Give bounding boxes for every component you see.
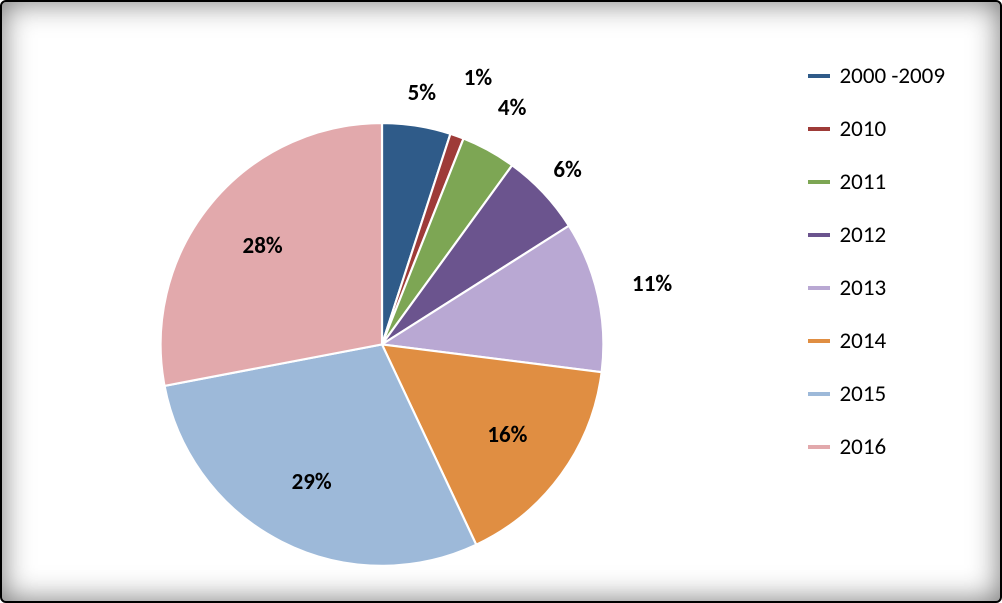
legend-swatch xyxy=(808,286,830,290)
pie-chart: 5%1%4%6%11%16%29%28% xyxy=(112,42,652,582)
legend-swatch xyxy=(808,180,830,184)
legend-item: 2000 -2009 xyxy=(808,62,946,90)
slice-label: 5% xyxy=(408,79,436,107)
slice-label: 4% xyxy=(498,94,526,122)
legend: 2000 -2009 2010 2011 2012 2013 2014 2015 2016 xyxy=(808,62,946,461)
slice-label: 16% xyxy=(487,421,527,449)
legend-item: 2015 xyxy=(808,380,946,408)
legend-label: 2010 xyxy=(840,115,887,143)
legend-label: 2015 xyxy=(840,380,887,408)
legend-item: 2010 xyxy=(808,115,946,143)
slice-label: 29% xyxy=(292,468,332,496)
slice-label: 6% xyxy=(553,156,581,184)
legend-swatch xyxy=(808,445,830,449)
slice-label: 28% xyxy=(243,232,283,260)
chart-frame: 5%1%4%6%11%16%29%28% 2000 -2009201020112… xyxy=(0,0,1002,603)
legend-item: 2013 xyxy=(808,274,946,302)
legend-item: 2012 xyxy=(808,221,946,249)
legend-label: 2000 -2009 xyxy=(840,62,946,90)
legend-item: 2011 xyxy=(808,168,946,196)
legend-item: 2016 xyxy=(808,433,946,461)
legend-label: 2013 xyxy=(840,274,887,302)
legend-swatch xyxy=(808,392,830,396)
legend-item: 2014 xyxy=(808,327,946,355)
legend-label: 2014 xyxy=(840,327,887,355)
legend-label: 2012 xyxy=(840,221,887,249)
legend-label: 2011 xyxy=(840,168,887,196)
slice-label: 11% xyxy=(632,270,672,298)
slice-label: 1% xyxy=(464,64,492,92)
legend-swatch xyxy=(808,74,830,78)
legend-swatch xyxy=(808,127,830,131)
legend-swatch xyxy=(808,339,830,343)
pie-svg xyxy=(112,42,652,582)
legend-label: 2016 xyxy=(840,433,887,461)
legend-swatch xyxy=(808,233,830,237)
